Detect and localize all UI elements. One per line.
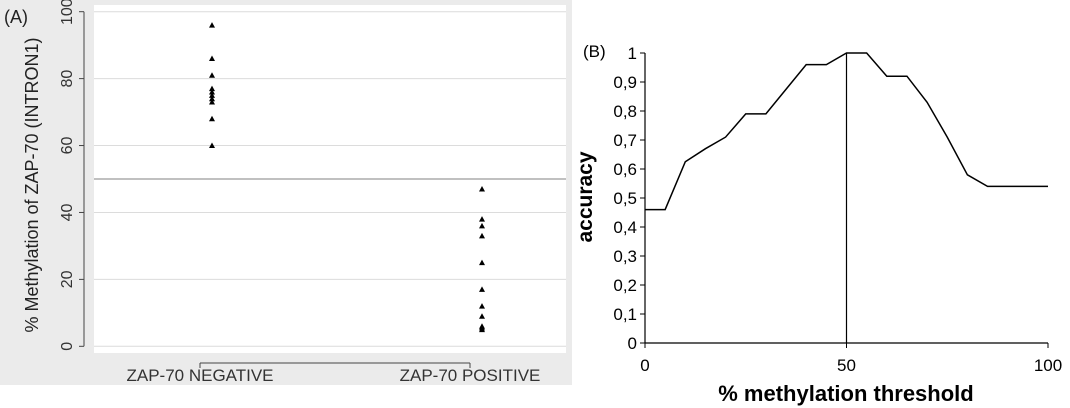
- panel-b-y-tick-label: 0,1: [613, 305, 637, 324]
- panel-a-y-tick-label: 40: [59, 203, 76, 221]
- panel-b-y-tick-label: 0,6: [613, 160, 637, 179]
- panel-b-x-tick-label: 100: [1034, 356, 1062, 375]
- panel-b: 0 0,1 0,2 0,3 0,4 0,5 0,6 0,7 0,8 0,9 1 0 50 100 % m…: [574, 42, 1062, 406]
- panel-b-label: (B): [583, 42, 606, 61]
- panel-b-y-tick-label: 0,3: [613, 247, 637, 266]
- panel-a-gridlines: [94, 11, 566, 347]
- panel-a-y-tick-label: 0: [59, 342, 76, 351]
- panel-b-y-tick-label: 0,2: [613, 276, 637, 295]
- panel-a-data-point: [209, 85, 215, 92]
- panel-a-y-tick-label: 100: [59, 0, 76, 25]
- panel-a-data-point: [209, 142, 215, 149]
- panel-b-x-tick-labels: 0 50 100: [640, 356, 1062, 375]
- panel-b-y-tick-label: 0: [628, 334, 637, 353]
- panel-a-x-tick-labels: ZAP-70 NEGATIVE ZAP-70 POSITIVE: [126, 366, 540, 385]
- panel-a-y-tick-labels: 0 20 40 60 80 100: [59, 0, 76, 351]
- panel-a-data-point: [209, 95, 215, 102]
- panel-b-x-tick-label: 50: [837, 356, 856, 375]
- panel-a-y-tick-label: 60: [59, 137, 76, 155]
- panel-a-data-point: [479, 232, 485, 239]
- panel-b-accuracy-line: [645, 52, 1048, 211]
- panel-a-data-point: [209, 89, 215, 95]
- panel-b-y-tick-labels: 0 0,1 0,2 0,3 0,4 0,5 0,6 0,7 0,8 0,9 1: [613, 44, 637, 353]
- panel-b-y-tick-label: 0,7: [613, 131, 637, 150]
- panel-b-axes: [640, 52, 1049, 348]
- panel-a-data-point: [479, 216, 485, 222]
- panel-a-data-point: [209, 72, 215, 78]
- panel-a-data-point: [479, 313, 485, 319]
- panel-a-data-point: [479, 186, 485, 192]
- panel-a-data-point: [209, 99, 215, 105]
- panel-a-y-tick-label: 20: [59, 270, 76, 288]
- panel-a-axes: [79, 11, 471, 368]
- panel-a-data-point: [479, 222, 485, 229]
- panel-a-x-tick-label: ZAP-70 POSITIVE: [400, 366, 541, 385]
- panel-a: 0 20 40 60 80 100 ZAP-70 NEGATIVE ZAP-70 POSIT…: [0, 0, 572, 385]
- panel-b-x-tick-label: 0: [640, 356, 649, 375]
- panel-b-y-tick-label: 1: [628, 44, 637, 63]
- panel-a-data-point: [209, 22, 215, 28]
- panel-b-y-tick-label: 0,4: [613, 218, 637, 237]
- panel-a-data-point: [479, 303, 485, 309]
- panel-a-data-point: [479, 286, 485, 292]
- panel-a-data-point: [479, 259, 485, 266]
- panel-b-y-axis-label: accuracy: [574, 151, 597, 242]
- panel-a-data-point: [209, 55, 215, 62]
- panel-a-y-tick-label: 80: [59, 70, 76, 88]
- panel-a-label: (A): [4, 7, 28, 27]
- panel-b-x-axis-label: % methylation threshold: [718, 381, 973, 406]
- panel-a-data-point: [479, 326, 485, 333]
- panel-a-data-points: [209, 22, 485, 333]
- panel-a-data-point: [209, 92, 215, 98]
- panel-b-y-tick-label: 0,9: [613, 73, 637, 92]
- panel-a-y-axis-label: % Methylation of ZAP-70 (INTRON1): [22, 37, 42, 332]
- panel-b-y-tick-label: 0,5: [613, 189, 637, 208]
- panel-a-data-point: [209, 115, 215, 122]
- panel-b-y-tick-label: 0,8: [613, 102, 637, 121]
- panel-a-x-tick-label: ZAP-70 NEGATIVE: [126, 366, 273, 385]
